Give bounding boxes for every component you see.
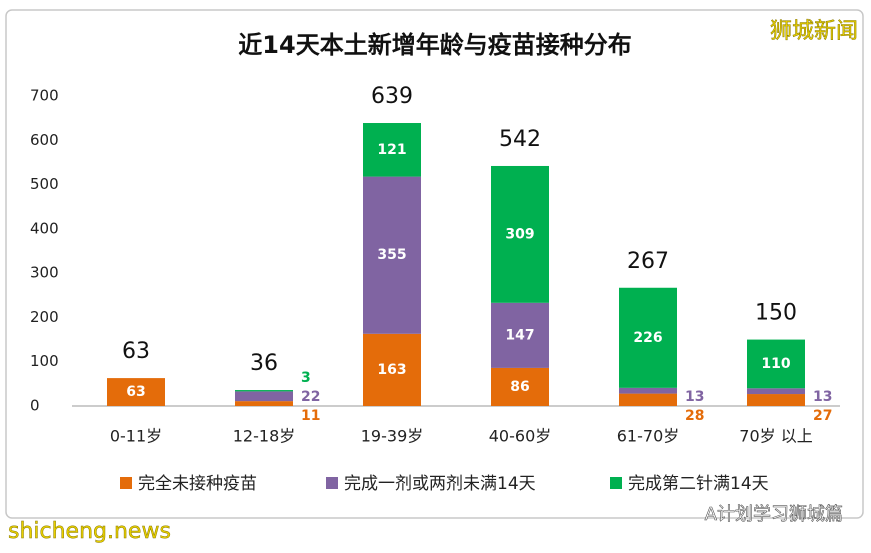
- bar-segment: [363, 333, 421, 406]
- bar-segment: [747, 388, 805, 395]
- bar-segment: [235, 390, 293, 392]
- chart-title: 近14天本土新增年龄与疫苗接种分布: [238, 31, 631, 59]
- bar-segment: [491, 367, 549, 406]
- y-tick-label: 400: [30, 219, 59, 237]
- data-label: 121: [377, 142, 406, 158]
- total-label: 150: [755, 301, 797, 326]
- y-tick-label: 0: [30, 397, 40, 415]
- legend-label: 完成第二针满14天: [628, 474, 769, 494]
- data-label: 13: [685, 389, 704, 405]
- watermark: 狮城新闻: [770, 19, 858, 44]
- bar-segment: [235, 401, 293, 406]
- total-label: 63: [122, 339, 150, 364]
- data-label: 147: [505, 327, 534, 343]
- y-tick-label: 700: [30, 87, 59, 105]
- x-tick-label: 12-18岁: [233, 427, 296, 446]
- data-label: 28: [685, 408, 704, 424]
- legend-label: 完成一剂或两剂未满14天: [344, 474, 536, 494]
- x-tick-label: 40-60岁: [489, 427, 552, 446]
- data-label: 22: [301, 389, 320, 405]
- legend-swatch: [610, 477, 622, 489]
- total-label: 639: [371, 84, 413, 109]
- data-label: 163: [377, 362, 406, 378]
- bar-segment: [363, 123, 421, 177]
- data-label: 86: [510, 379, 529, 395]
- bar-segment: [491, 302, 549, 368]
- watermark: A计划学习狮城篇: [705, 504, 843, 525]
- bar-segment: [363, 176, 421, 334]
- watermark: shicheng.news: [8, 519, 171, 544]
- legend-label: 完全未接种疫苗: [138, 474, 257, 494]
- y-tick-label: 300: [30, 264, 59, 282]
- legend-swatch: [326, 477, 338, 489]
- y-tick-label: 600: [30, 131, 59, 149]
- data-label: 3: [301, 370, 311, 386]
- y-tick-label: 500: [30, 175, 59, 193]
- y-tick-label: 200: [30, 308, 59, 326]
- bar-segment: [107, 378, 165, 406]
- bar-segment: [619, 387, 677, 394]
- data-label: 110: [761, 356, 790, 372]
- data-label: 355: [377, 247, 406, 263]
- data-label: 226: [633, 330, 662, 346]
- bar-segment: [491, 165, 549, 303]
- bar-segment: [747, 394, 805, 406]
- bar-segment: [747, 339, 805, 389]
- total-label: 267: [627, 249, 669, 274]
- data-label: 63: [126, 384, 145, 400]
- x-tick-label: 0-11岁: [110, 427, 162, 446]
- data-label: 27: [813, 408, 832, 424]
- x-tick-label: 70岁 以上: [739, 427, 812, 446]
- total-label: 542: [499, 127, 541, 152]
- legend-swatch: [120, 477, 132, 489]
- data-label: 13: [813, 389, 832, 405]
- x-tick-label: 19-39岁: [361, 427, 424, 446]
- y-tick-label: 100: [30, 352, 59, 370]
- bar-segment: [619, 287, 677, 388]
- bar-segment: [235, 391, 293, 402]
- total-label: 36: [250, 351, 278, 376]
- x-tick-label: 61-70岁: [617, 427, 680, 446]
- data-label: 11: [301, 408, 320, 424]
- data-label: 309: [505, 226, 534, 242]
- bar-segment: [619, 393, 677, 406]
